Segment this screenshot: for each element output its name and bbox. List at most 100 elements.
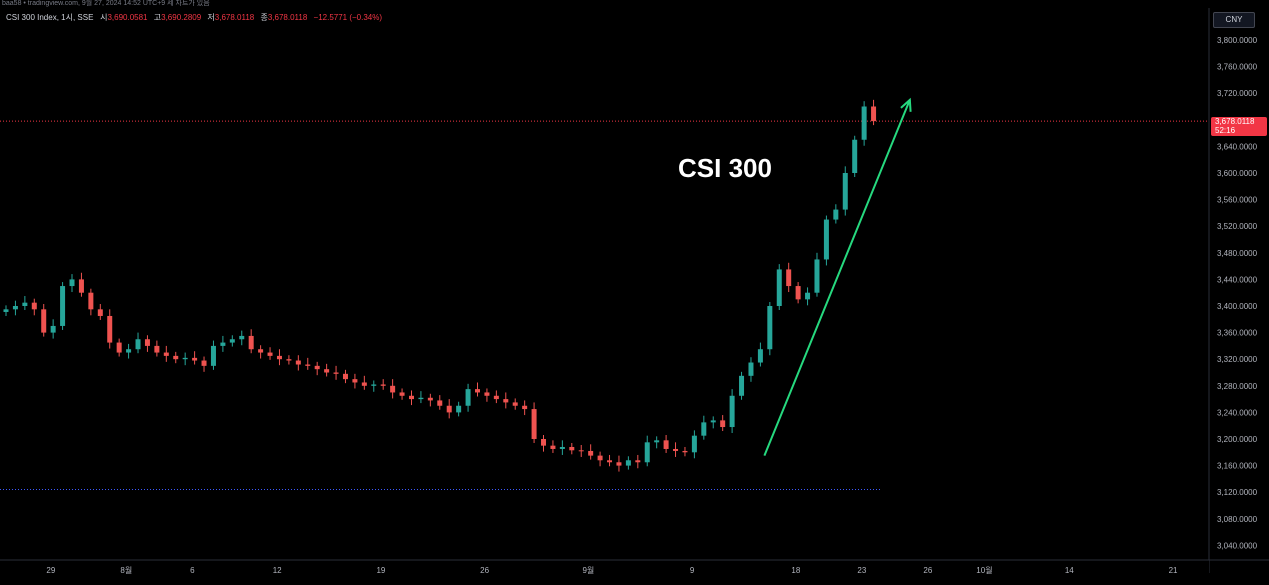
x-tick-label: 26 (923, 566, 932, 575)
candle (276, 349, 282, 366)
candle (408, 390, 414, 406)
candle (41, 304, 47, 337)
candle (871, 99, 877, 126)
high-value: 3,690.2809 (161, 13, 202, 22)
candle (286, 355, 292, 365)
candle (625, 456, 631, 470)
x-tick-label: 29 (46, 566, 55, 575)
candle (305, 357, 311, 370)
x-tick-label: 18 (791, 566, 800, 575)
x-tick-label: 26 (480, 566, 489, 575)
candle (597, 451, 603, 467)
candle (635, 454, 641, 469)
symbol-legend[interactable]: CSI 300 Index, 1시, SSE 시3,690.0581 고3,69… (6, 12, 382, 23)
y-tick-label: 3,520.0000 (1217, 222, 1258, 231)
candle (682, 446, 688, 457)
candle (786, 262, 792, 293)
current-price-value: 3,678.0118 (1215, 117, 1255, 126)
x-tick-label: 21 (1169, 566, 1178, 575)
candle (644, 435, 650, 467)
y-tick-label: 3,440.0000 (1217, 275, 1258, 284)
candle (842, 166, 848, 216)
candle (31, 298, 37, 316)
candle (97, 304, 103, 320)
candle (512, 398, 518, 410)
top-info-bar: baa58 • tradingview.com, 9월 27, 2024 14:… (0, 0, 1269, 8)
candle (258, 345, 264, 359)
y-tick-label: 3,080.0000 (1217, 515, 1258, 524)
candle (248, 329, 254, 354)
candle (475, 382, 480, 397)
candle (116, 338, 122, 357)
candle (484, 388, 490, 402)
plot-layer (0, 99, 1209, 491)
y-tick-label: 3,480.0000 (1217, 249, 1258, 258)
candle (663, 435, 669, 453)
y-tick-label: 3,720.0000 (1217, 89, 1258, 98)
candle (616, 455, 622, 472)
candle (342, 369, 348, 384)
x-tick-label: 9 (690, 566, 695, 575)
x-tick-label: 23 (857, 566, 866, 575)
y-tick-label: 3,360.0000 (1217, 329, 1258, 338)
y-tick-label: 3,760.0000 (1217, 63, 1258, 72)
candle (144, 335, 150, 352)
candle (503, 392, 509, 409)
low-value: 3,678.0118 (214, 13, 255, 22)
candle (210, 340, 216, 370)
x-tick-label: 6 (190, 566, 195, 575)
candle (852, 135, 858, 177)
candle (126, 343, 132, 359)
candle (324, 363, 330, 377)
time-axis[interactable] (0, 560, 1209, 585)
candle (729, 389, 735, 434)
candle (154, 340, 160, 357)
y-tick-label: 3,280.0000 (1217, 382, 1258, 391)
currency-button[interactable]: CNY (1213, 12, 1255, 28)
symbol-name[interactable]: CSI 300 Index, 1시, SSE (6, 13, 94, 22)
top-info-text: baa58 • tradingview.com, 9월 27, 2024 14:… (2, 0, 210, 7)
candle (427, 393, 433, 407)
close-value: 3,678.0118 (267, 13, 308, 22)
candle (578, 444, 584, 457)
candle (418, 391, 424, 404)
price-axis[interactable] (1209, 8, 1269, 573)
candle (748, 357, 754, 382)
y-tick-label: 3,160.0000 (1217, 462, 1258, 471)
candle (757, 342, 763, 367)
high-label: 고 (153, 13, 162, 22)
candle (163, 345, 169, 362)
x-tick-label: 14 (1065, 566, 1074, 575)
y-tick-label: 3,640.0000 (1217, 142, 1258, 151)
candle (833, 204, 839, 224)
candle (173, 351, 179, 364)
candle (361, 375, 367, 390)
y-tick-label: 3,560.0000 (1217, 196, 1258, 205)
low-label: 저 (207, 13, 215, 22)
candle (3, 305, 9, 316)
candle (814, 252, 820, 297)
x-tick-label: 19 (376, 566, 385, 575)
candle (550, 440, 556, 453)
candle (107, 309, 113, 349)
candle (352, 373, 358, 389)
y-tick-label: 3,320.0000 (1217, 355, 1258, 364)
annotation-arrow (763, 97, 912, 457)
open-label: 시 (100, 13, 108, 22)
candle (390, 379, 396, 399)
y-tick-label: 3,600.0000 (1217, 169, 1258, 178)
y-axis-labels: 3,800.00003,760.00003,720.00003,680.0000… (1217, 36, 1258, 550)
candle (88, 288, 94, 316)
candle (220, 335, 226, 352)
candle (691, 430, 697, 459)
x-tick-label: 9월 (582, 565, 594, 575)
x-axis-labels: 298월61219269월918232610월142128 (46, 565, 1178, 575)
candle (229, 335, 235, 347)
candle (333, 365, 339, 380)
bar-countdown: 52:16 (1215, 126, 1236, 135)
arrow-head (900, 97, 912, 112)
candle (776, 264, 782, 310)
open-value: 3,690.0581 (107, 13, 148, 22)
candle (135, 332, 141, 354)
